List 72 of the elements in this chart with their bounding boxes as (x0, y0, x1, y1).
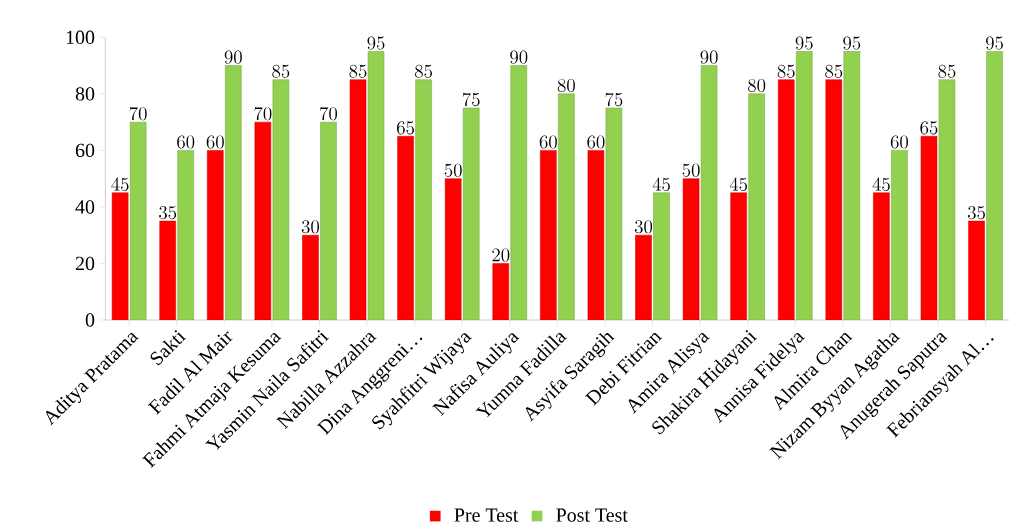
y-tick-label: 20 (75, 256, 95, 271)
data-label: 45 (111, 177, 129, 191)
data-label: 50 (682, 163, 700, 177)
bar (159, 220, 176, 320)
data-label: 70 (254, 106, 272, 121)
bar (653, 192, 670, 320)
data-label: 85 (777, 64, 795, 78)
bar (320, 121, 337, 320)
bar (492, 263, 510, 320)
bar (986, 51, 1003, 320)
bar (462, 107, 480, 320)
data-label: 60 (539, 135, 557, 149)
data-label: 60 (206, 135, 224, 149)
y-tick-label: 40 (75, 200, 95, 214)
data-label: 35 (967, 206, 985, 220)
data-label: 70 (320, 106, 337, 121)
bar (397, 136, 414, 320)
y-tick-label: 100 (66, 30, 95, 45)
bar (873, 192, 890, 320)
data-label: 85 (415, 64, 433, 78)
data-label: 60 (890, 135, 908, 149)
data-label: 65 (397, 121, 415, 135)
data-label: 95 (843, 36, 861, 50)
data-label: 30 (301, 220, 319, 234)
data-label: 80 (748, 78, 766, 92)
bar (777, 79, 795, 320)
data-label: 50 (444, 163, 462, 177)
legend-label: Post Test (556, 508, 628, 522)
bar (825, 79, 843, 320)
bar (444, 178, 462, 320)
bar (635, 234, 652, 320)
data-label: 70 (129, 106, 147, 121)
data-label: 85 (825, 64, 843, 78)
bar (730, 192, 747, 320)
bar (510, 65, 528, 320)
bar (968, 220, 985, 320)
bar (415, 79, 432, 320)
data-label: 85 (938, 64, 956, 78)
data-label: 95 (367, 36, 385, 50)
legend-label: Pre Test (454, 508, 519, 522)
y-tick-label: 60 (75, 143, 95, 158)
bar (207, 150, 224, 320)
data-label: 90 (510, 50, 528, 64)
data-label: 95 (795, 36, 813, 50)
data-label: 35 (159, 206, 177, 220)
data-label: 90 (224, 50, 242, 64)
bar (843, 51, 861, 320)
y-tick-label: 80 (75, 87, 95, 101)
data-label: 95 (985, 36, 1003, 50)
data-label: 90 (700, 50, 718, 64)
data-label: 30 (634, 220, 653, 234)
data-label: 85 (272, 64, 290, 78)
data-label: 85 (349, 64, 367, 78)
bar (302, 234, 319, 320)
bar (558, 93, 575, 320)
y-tick-label: 0 (85, 313, 95, 327)
bar (748, 93, 765, 320)
data-label: 60 (587, 135, 605, 149)
bar (177, 150, 194, 320)
data-label: 60 (177, 135, 195, 149)
bar (225, 65, 242, 320)
data-label: 75 (605, 92, 623, 107)
data-label: 20 (492, 248, 510, 262)
data-label: 80 (557, 78, 575, 92)
bar (540, 150, 557, 320)
bar (795, 51, 813, 320)
data-label: 75 (462, 92, 480, 107)
bar (891, 150, 908, 320)
data-label: 65 (920, 121, 938, 135)
data-label: 45 (872, 177, 890, 191)
data-label: 45 (729, 177, 748, 191)
data-label: 45 (652, 177, 670, 191)
